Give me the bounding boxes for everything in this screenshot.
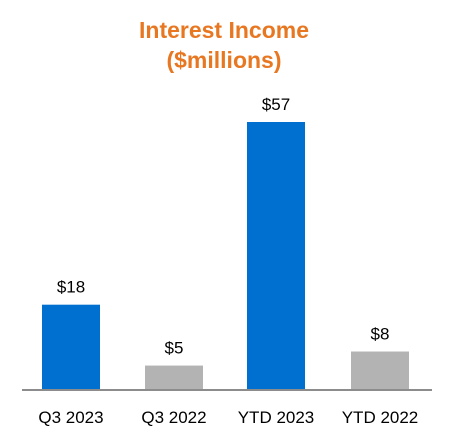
data-label: $57 xyxy=(262,95,290,114)
data-label: $5 xyxy=(165,339,184,358)
data-label: $18 xyxy=(57,278,85,297)
labels-group: $18 Q3 2023 $5 Q3 2022 $57 YTD 2023 $8 YTD 2022 xyxy=(38,95,418,427)
chart-title: Interest Income xyxy=(139,17,309,43)
bar-q3-2023 xyxy=(42,304,100,389)
data-label: $8 xyxy=(371,325,390,344)
bar-ytd-2023 xyxy=(247,122,305,389)
category-label: Q3 2023 xyxy=(38,408,103,427)
category-label: YTD 2023 xyxy=(238,408,315,427)
category-label: YTD 2022 xyxy=(342,408,419,427)
bar-q3-2022 xyxy=(145,365,203,389)
bars-group xyxy=(42,122,409,389)
category-label: Q3 2022 xyxy=(141,408,206,427)
chart-subtitle: ($millions) xyxy=(166,47,281,73)
bar-ytd-2022 xyxy=(351,351,409,389)
